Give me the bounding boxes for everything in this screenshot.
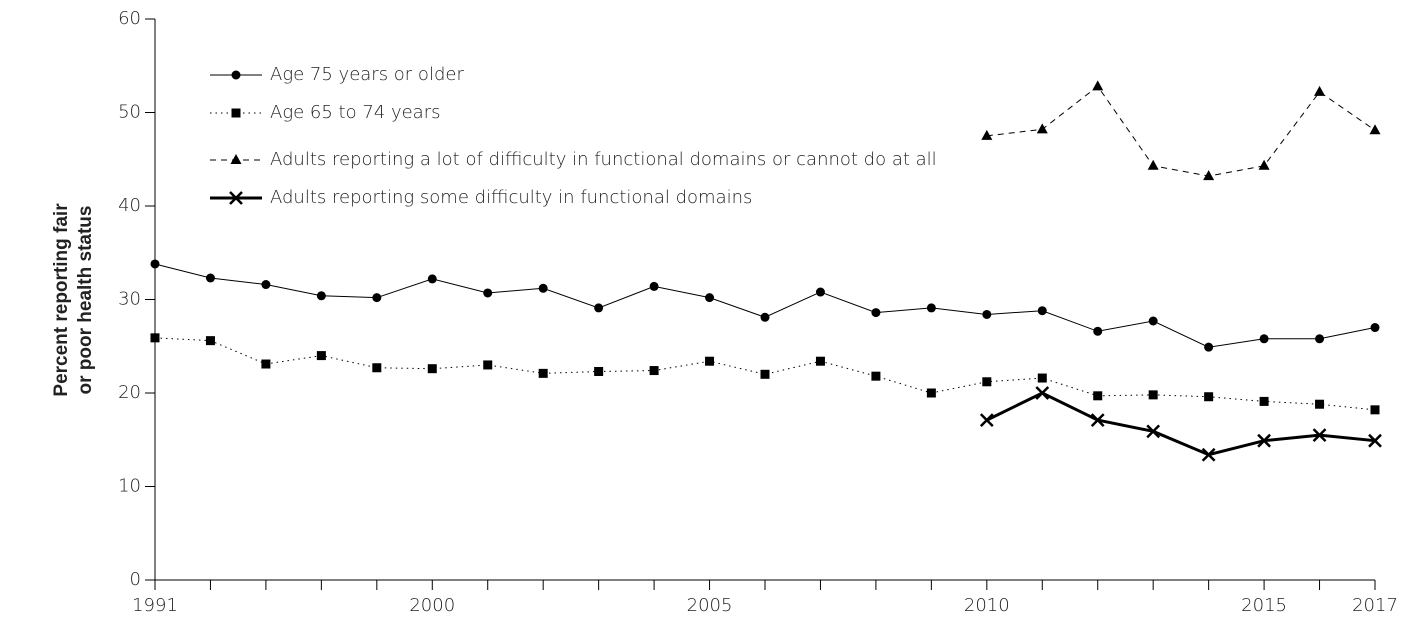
marker (1035, 386, 1050, 400)
marker (1369, 124, 1381, 135)
legend-label: Adults reporting some difficulty in func… (270, 187, 752, 208)
marker (261, 359, 271, 369)
marker (1090, 413, 1105, 427)
marker (705, 356, 715, 366)
marker (372, 363, 382, 373)
marker (538, 283, 548, 293)
marker (1315, 334, 1325, 344)
marker (1370, 405, 1380, 415)
marker (1036, 123, 1048, 134)
marker (1093, 326, 1103, 336)
y-tick-label: 20 (118, 382, 141, 403)
marker (261, 280, 271, 290)
y-tick-label: 0 (130, 569, 141, 590)
marker (150, 259, 160, 269)
series-line (986, 391, 1376, 457)
x-tick-label: 2010 (964, 595, 1010, 616)
marker (538, 368, 548, 378)
marker (705, 293, 715, 303)
marker (981, 129, 993, 140)
marker (230, 154, 242, 164)
marker (1037, 306, 1047, 316)
marker (871, 371, 881, 381)
marker (594, 303, 604, 313)
x-tick-label: 2015 (1241, 595, 1287, 616)
marker (427, 364, 437, 374)
marker (1204, 342, 1214, 352)
marker (1037, 373, 1047, 383)
x-tick-label: 2000 (409, 595, 455, 616)
series-line (986, 85, 1376, 177)
marker (1092, 80, 1104, 91)
marker (926, 303, 936, 313)
marker (1370, 323, 1380, 333)
marker (649, 281, 659, 291)
marker (1259, 396, 1269, 406)
marker (926, 388, 936, 398)
y-tick-label: 50 (118, 102, 141, 123)
marker (982, 377, 992, 387)
legend-label: Age 75 years or older (270, 64, 464, 85)
marker (1259, 334, 1269, 344)
marker (815, 287, 825, 297)
marker (372, 293, 382, 303)
marker (1258, 159, 1270, 170)
marker (231, 108, 241, 118)
y-tick-label: 40 (118, 195, 141, 216)
marker (316, 291, 326, 301)
marker (1148, 316, 1158, 326)
marker (427, 274, 437, 284)
marker (1257, 433, 1271, 448)
marker (871, 308, 881, 318)
x-tick-label: 2005 (687, 595, 733, 616)
marker (982, 309, 992, 319)
marker (815, 356, 825, 366)
legend-label: Age 65 to 74 years (270, 102, 441, 123)
marker (229, 191, 243, 205)
marker (1312, 428, 1327, 442)
marker (1148, 390, 1158, 400)
marker (231, 70, 241, 80)
y-tick-label: 10 (118, 476, 141, 497)
y-tick-label: 30 (118, 289, 141, 310)
marker (483, 360, 493, 370)
marker (1093, 391, 1103, 401)
y-axis-label: Percent reporting fair (51, 203, 72, 397)
marker (649, 366, 659, 376)
marker (205, 273, 215, 283)
marker (1315, 399, 1325, 409)
marker (150, 333, 160, 343)
marker (316, 351, 326, 361)
marker (483, 288, 493, 298)
y-tick-label: 60 (118, 8, 141, 29)
x-tick-label: 1991 (132, 595, 178, 616)
marker (594, 366, 604, 376)
x-tick-label: 2017 (1352, 595, 1398, 616)
marker (760, 312, 770, 322)
y-axis-label: or poor health status (75, 206, 96, 395)
marker (1314, 85, 1326, 96)
marker (1147, 159, 1159, 170)
marker (1204, 392, 1214, 402)
series-line (154, 263, 1376, 348)
marker (1368, 433, 1382, 448)
marker (979, 413, 994, 427)
marker (760, 369, 770, 379)
legend-label: Adults reporting a lot of difficulty in … (270, 149, 937, 170)
marker (1146, 424, 1161, 439)
marker (205, 336, 215, 346)
marker (1203, 170, 1215, 181)
marker (1201, 447, 1216, 462)
series-line (154, 337, 1376, 411)
